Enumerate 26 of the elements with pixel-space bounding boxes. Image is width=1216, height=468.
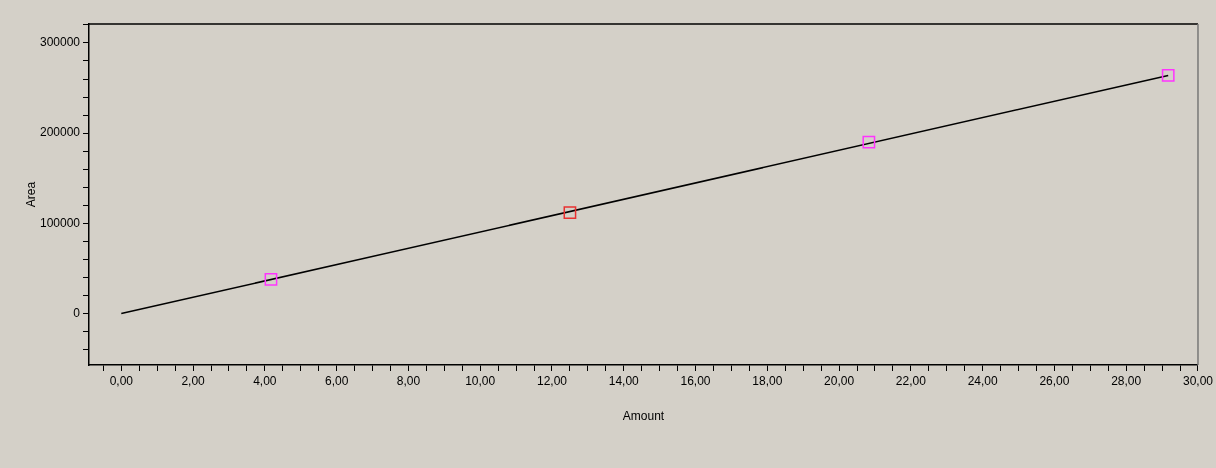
point (1161, 69, 1175, 82)
point (563, 206, 577, 219)
x-tick-label: 24,00 (967, 373, 998, 388)
y-tick-label: 300000 (39, 35, 81, 50)
x-tick-label: 8,00 (396, 373, 421, 388)
point (862, 135, 876, 149)
x-tick-label: 16,00 (680, 373, 711, 388)
x-tick-label: 18,00 (752, 373, 783, 388)
x-tick-label: 4,00 (253, 373, 277, 388)
x-tick-label: 28,00 (1111, 373, 1142, 388)
y-axis-title: Area (23, 181, 38, 208)
y-tick-label: 100000 (39, 215, 81, 230)
y-tick-label: 0 (73, 305, 81, 320)
x-tick-label: 30,00 (1182, 373, 1214, 388)
x-tick-label: 22,00 (895, 373, 927, 388)
x-tick-label: 10,00 (465, 373, 496, 388)
x-tick-label: 26,00 (1039, 373, 1070, 388)
x-tick-label: 12,00 (536, 373, 568, 388)
x-tick-label: 14,00 (608, 373, 640, 388)
x-tick-label: 6,00 (324, 373, 349, 388)
point (264, 272, 278, 286)
x-tick-label: 2,00 (181, 373, 206, 388)
x-tick-label: 0,00 (109, 373, 134, 388)
x-axis-title: Amount (622, 409, 665, 424)
x-tick-label: 20,00 (824, 373, 855, 388)
y-tick-label: 200000 (39, 125, 81, 140)
